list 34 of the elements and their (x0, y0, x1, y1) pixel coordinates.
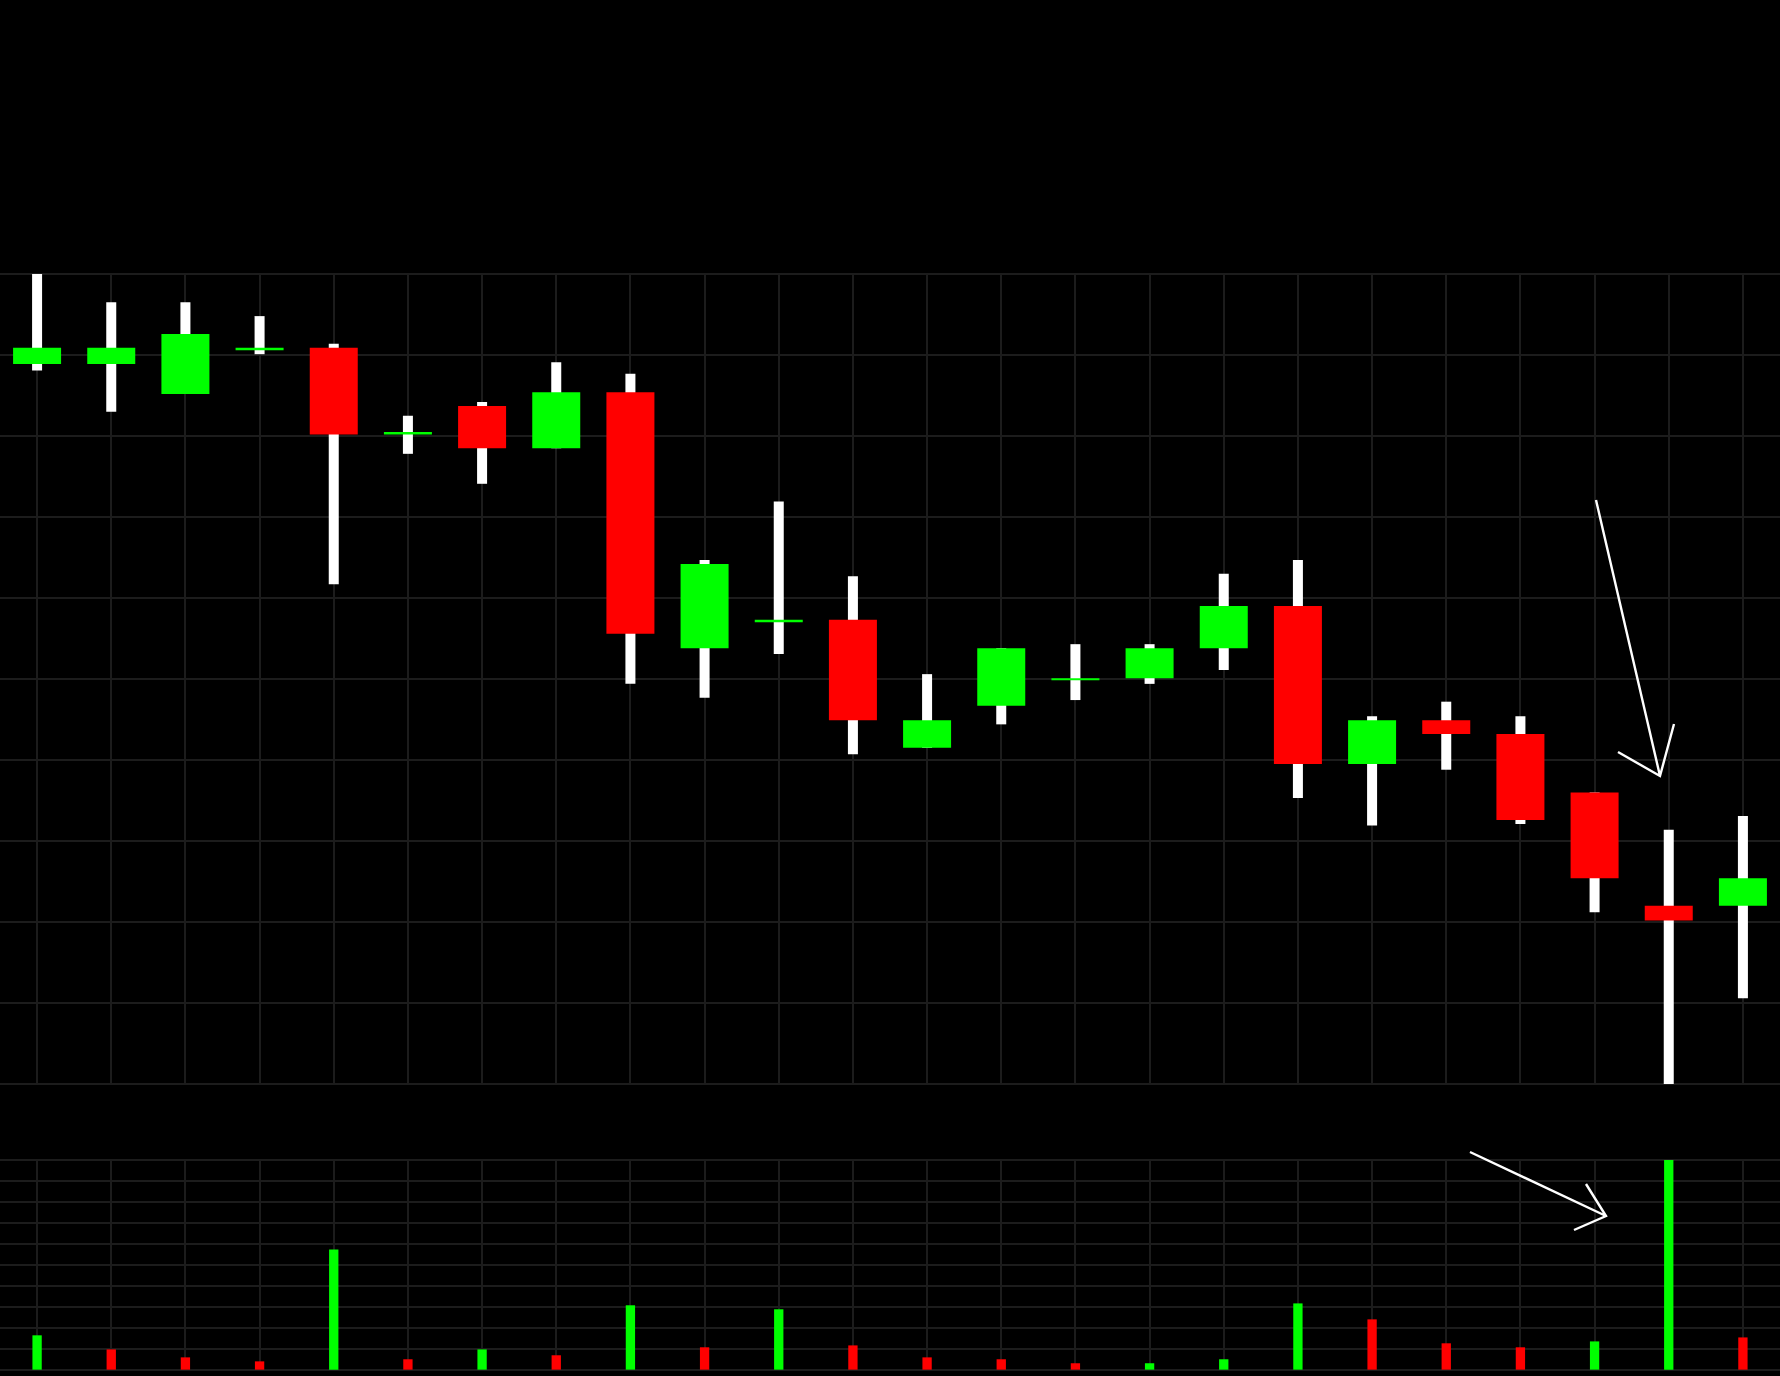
bar (1070, 1363, 1081, 1370)
bar (1144, 1363, 1155, 1370)
bar (254, 1361, 265, 1370)
bar (848, 1345, 858, 1370)
bar (477, 1349, 487, 1370)
bar (996, 1359, 1006, 1370)
candlestick (1199, 573, 1248, 671)
bar (403, 1359, 413, 1370)
candlestick (1051, 644, 1100, 701)
candlestick (13, 274, 62, 371)
bar (1738, 1337, 1748, 1370)
candlestick (458, 401, 507, 484)
bar (1293, 1303, 1303, 1370)
bar (1219, 1359, 1229, 1370)
bar (32, 1335, 42, 1370)
bar (774, 1309, 784, 1370)
candlestick (1644, 829, 1693, 1084)
candlestick (903, 674, 952, 748)
bar (1441, 1343, 1451, 1370)
bar (1367, 1319, 1377, 1370)
bar (922, 1357, 932, 1370)
bar (180, 1357, 191, 1370)
candlestick (1718, 815, 1767, 999)
bar (551, 1355, 561, 1370)
candlestick (87, 302, 136, 412)
bar (1589, 1341, 1600, 1370)
candlestick (1348, 716, 1397, 826)
bar (1515, 1347, 1526, 1370)
bar (329, 1249, 339, 1370)
bar (625, 1305, 636, 1370)
candlestick (1422, 701, 1471, 770)
candlestick (1125, 644, 1174, 684)
bar (699, 1347, 710, 1370)
bar (106, 1349, 116, 1370)
